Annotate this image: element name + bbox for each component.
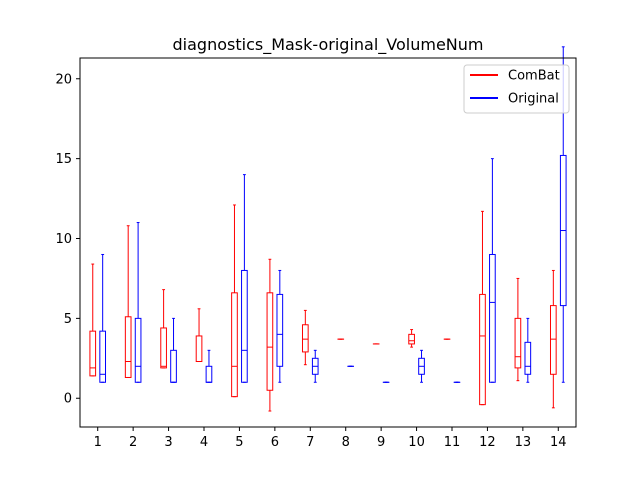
box-body — [124, 316, 132, 378]
box-body — [301, 324, 309, 353]
y-tick-label: 10 — [55, 232, 72, 247]
box-body — [549, 305, 557, 375]
x-tick-label: 8 — [342, 435, 350, 450]
box-combat-3 — [160, 289, 167, 369]
x-tick-label: 4 — [200, 435, 208, 450]
x-tick-label: 7 — [306, 435, 314, 450]
box-body — [99, 330, 107, 383]
box-combat-5 — [231, 204, 238, 398]
box-combat-6 — [266, 258, 274, 412]
x-tick-label: 9 — [377, 435, 385, 450]
y-tick-label: 20 — [55, 72, 72, 87]
box-combat-10 — [408, 329, 415, 348]
box-body — [489, 253, 496, 383]
x-tick-label: 5 — [235, 435, 243, 450]
box-body — [195, 335, 203, 363]
box-original-1 — [99, 253, 107, 383]
x-tick-label: 10 — [408, 435, 425, 450]
y-tick-label: 5 — [64, 312, 72, 327]
box-body — [89, 330, 97, 377]
box-body — [266, 292, 274, 391]
box-body — [479, 293, 486, 406]
box-combat-12 — [479, 210, 486, 406]
box-original-6 — [276, 269, 284, 383]
box-original-13 — [524, 317, 532, 383]
box-body — [276, 293, 284, 367]
box-body — [205, 365, 213, 383]
legend-box — [463, 64, 570, 114]
box-original-7 — [311, 349, 319, 383]
legend: ComBat Original — [463, 64, 570, 114]
box-body — [170, 349, 177, 383]
x-tick-label: 1 — [94, 435, 102, 450]
box-combat-7 — [301, 309, 309, 366]
x-tick-label: 2 — [129, 435, 137, 450]
box-original-4 — [205, 349, 213, 383]
legend-label-combat: ComBat — [508, 69, 560, 84]
box-original-3 — [170, 317, 177, 383]
box-body — [524, 341, 532, 375]
box-body — [160, 327, 167, 369]
x-tick-label: 6 — [271, 435, 279, 450]
box-original-12 — [489, 158, 496, 383]
x-tick-label: 13 — [515, 435, 532, 450]
box-body — [408, 333, 415, 345]
box-combat-2 — [124, 225, 132, 378]
box-body — [134, 317, 142, 383]
plot-frame — [79, 57, 577, 428]
legend-label-original: Original — [508, 92, 559, 107]
box-original-5 — [241, 174, 248, 383]
y-tick-label: 0 — [64, 392, 72, 407]
box-body — [241, 269, 248, 383]
box-body — [231, 292, 238, 398]
box-combat-4 — [195, 308, 203, 363]
box-combat-1 — [89, 263, 97, 377]
series-combat — [89, 204, 557, 412]
x-tick-label: 11 — [444, 435, 461, 450]
box-combat-14 — [549, 269, 557, 409]
chart-title: diagnostics_Mask-original_VolumeNum — [173, 35, 484, 55]
box-original-10 — [418, 349, 425, 383]
box-body — [514, 317, 522, 369]
x-tick-label: 3 — [164, 435, 172, 450]
box-combat-13 — [514, 277, 522, 382]
box-original-2 — [134, 222, 142, 383]
y-tick-label: 15 — [55, 152, 72, 167]
x-tick-label: 12 — [479, 435, 496, 450]
x-tick-label: 14 — [550, 435, 567, 450]
